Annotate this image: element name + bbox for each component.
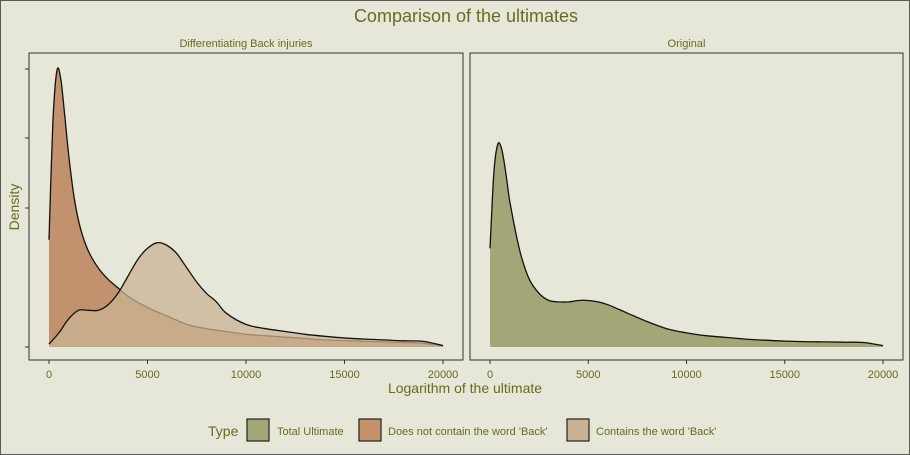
legend-label: Does not contain the word 'Back': [388, 426, 548, 438]
legend-key: [566, 418, 590, 442]
y-axis-title: Density: [6, 184, 22, 231]
panel-strip-label: Original: [668, 38, 706, 50]
x-tick-label: 5000: [135, 369, 159, 381]
x-tick-label: 15000: [329, 369, 360, 381]
density-area-contains-the-word-back: [49, 242, 443, 347]
density-area-total-ultimate: [490, 142, 883, 347]
x-axis-title: Logarithm of the ultimate: [388, 380, 542, 396]
density-line-contains-the-word-back: [48, 241, 444, 347]
panel-strip-label: Differentiating Back injuries: [179, 38, 313, 50]
x-tick-label: 20000: [428, 369, 459, 381]
x-tick-label: 20000: [868, 369, 899, 381]
x-tick-label: 0: [487, 369, 493, 381]
legend: Type Total Ultimate Does not contain the …: [208, 418, 716, 442]
legend-key: [246, 418, 270, 442]
panel-1: Differentiating Back injuries 0 5000 10000 1…: [25, 38, 464, 381]
x-tick-label: 10000: [671, 369, 702, 381]
legend-label: Total Ultimate: [277, 426, 344, 438]
legend-title: Type: [208, 423, 239, 439]
legend-key: [358, 418, 382, 442]
x-tick-label: 0: [46, 369, 52, 381]
density-line-total-ultimate: [489, 141, 884, 347]
x-tick-label: 5000: [576, 369, 600, 381]
chart-title: Comparison of the ultimates: [354, 6, 578, 26]
legend-label: Contains the word 'Back': [596, 426, 716, 438]
x-tick-label: 15000: [769, 369, 800, 381]
x-tick-label: 10000: [231, 369, 262, 381]
panels: Differentiating Back injuries 0 5000 10000 1…: [25, 38, 904, 381]
panel-2: Original 0 5000 10000 15000 20000: [469, 38, 904, 381]
